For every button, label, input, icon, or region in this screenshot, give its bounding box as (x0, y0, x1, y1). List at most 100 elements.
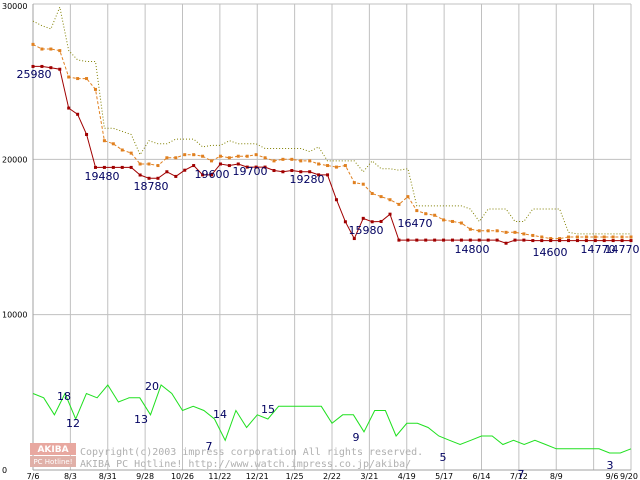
low-price-label: 19600 (195, 168, 230, 181)
series-point-lowest (290, 169, 294, 173)
series-point-lowest (343, 220, 347, 224)
low-price-label: 16470 (398, 217, 433, 230)
series-point-average (424, 212, 428, 216)
series-point-average (236, 154, 240, 158)
series-point-lowest (584, 239, 588, 243)
series-point-average (308, 159, 312, 163)
low-price-label: 18780 (134, 180, 169, 193)
x-tick-label: 11/22 (208, 472, 231, 480)
series-point-average (522, 232, 526, 236)
shop-count-label: 7 (206, 440, 213, 453)
series-point-lowest (93, 165, 97, 169)
series-lines (31, 5, 633, 454)
x-tick-label: 8/3 (64, 472, 77, 480)
shop-count-label: 9 (353, 431, 360, 444)
x-tick-label: 4/19 (398, 472, 416, 480)
series-point-average (602, 235, 606, 239)
series-point-lowest (111, 165, 115, 169)
series-point-lowest (183, 168, 187, 172)
series-point-average (120, 148, 124, 152)
series-point-lowest (67, 106, 71, 110)
shop-count-label: 15 (261, 403, 275, 416)
copyright-line: Copyright(c)2003 impress corporation All… (80, 447, 423, 458)
series-point-lowest (611, 239, 615, 243)
series-point-lowest (192, 164, 196, 168)
series-point-lowest (477, 238, 481, 242)
series-point-average (85, 77, 89, 81)
series-point-lowest (58, 67, 62, 71)
series-point-lowest (174, 174, 178, 178)
series-point-average (299, 159, 303, 163)
series-point-lowest (236, 162, 240, 166)
series-point-average (201, 154, 205, 158)
series-point-lowest (442, 238, 446, 242)
series-point-lowest (317, 173, 321, 177)
x-tick-label: 9/20 (620, 472, 638, 480)
low-price-label: 14770 (605, 243, 640, 256)
x-tick-label: 9/6 (606, 472, 619, 480)
x-tick-label: 9/28 (136, 472, 154, 480)
series-point-lowest (227, 164, 231, 168)
series-point-lowest (575, 239, 579, 243)
series-point-average (218, 154, 222, 158)
series-point-lowest (245, 165, 249, 169)
series-point-average (67, 75, 71, 79)
series-point-average (442, 218, 446, 222)
series-point-average (406, 195, 410, 199)
series-point-average (468, 227, 472, 231)
logo-bottom-box (30, 456, 76, 467)
series-point-average (450, 219, 454, 223)
series-point-average (415, 209, 419, 213)
series-point-average (540, 235, 544, 239)
series-point-lowest (326, 173, 330, 177)
series-point-lowest (85, 132, 89, 136)
series-point-average (49, 47, 53, 51)
series-point-lowest (299, 170, 303, 174)
series-line-average (32, 43, 631, 240)
chart-grid (32, 3, 632, 471)
series-point-lowest (263, 165, 267, 169)
series-point-average (254, 153, 258, 157)
series-point-average (459, 221, 463, 225)
series-point-lowest (406, 238, 410, 242)
series-point-lowest (531, 239, 535, 243)
series-point-average (567, 235, 571, 239)
series-point-average (129, 151, 133, 155)
series-point-lowest (138, 173, 142, 177)
series-point-average (611, 235, 615, 239)
series-point-average (147, 162, 151, 166)
series-point-average (593, 235, 597, 239)
low-price-label: 25980 (17, 68, 52, 81)
low-price-label: 14800 (455, 243, 490, 256)
series-point-average (93, 87, 97, 91)
series-point-average (504, 230, 508, 234)
series-point-lowest (450, 238, 454, 242)
series-point-average (281, 157, 285, 161)
series-point-average (558, 237, 562, 241)
x-tick-label: 8/31 (99, 472, 117, 480)
series-point-average (370, 192, 374, 196)
data-labels: 25980 19480 18780 19600 19700 19280 15980 16470… (17, 68, 640, 480)
series-point-average (575, 235, 579, 239)
shop-count-label: 5 (440, 451, 447, 464)
series-point-lowest (254, 165, 258, 169)
series-point-average (343, 164, 347, 168)
series-point-average (477, 229, 481, 233)
series-point-average (227, 156, 231, 160)
series-point-lowest (567, 239, 571, 243)
series-point-lowest (602, 239, 606, 243)
series-point-average (165, 156, 169, 160)
series-point-lowest (102, 165, 106, 169)
series-point-average (58, 49, 62, 53)
series-point-average (397, 202, 401, 206)
x-tick-label: 12/21 (246, 472, 269, 480)
x-tick-label: 1/25 (286, 472, 304, 480)
series-point-lowest (468, 238, 472, 242)
series-point-average (174, 156, 178, 160)
series-point-average (326, 164, 330, 168)
series-point-average (245, 154, 249, 158)
low-price-label: 15980 (349, 224, 384, 237)
series-point-lowest (549, 239, 553, 243)
series-line-lowest (33, 65, 631, 244)
